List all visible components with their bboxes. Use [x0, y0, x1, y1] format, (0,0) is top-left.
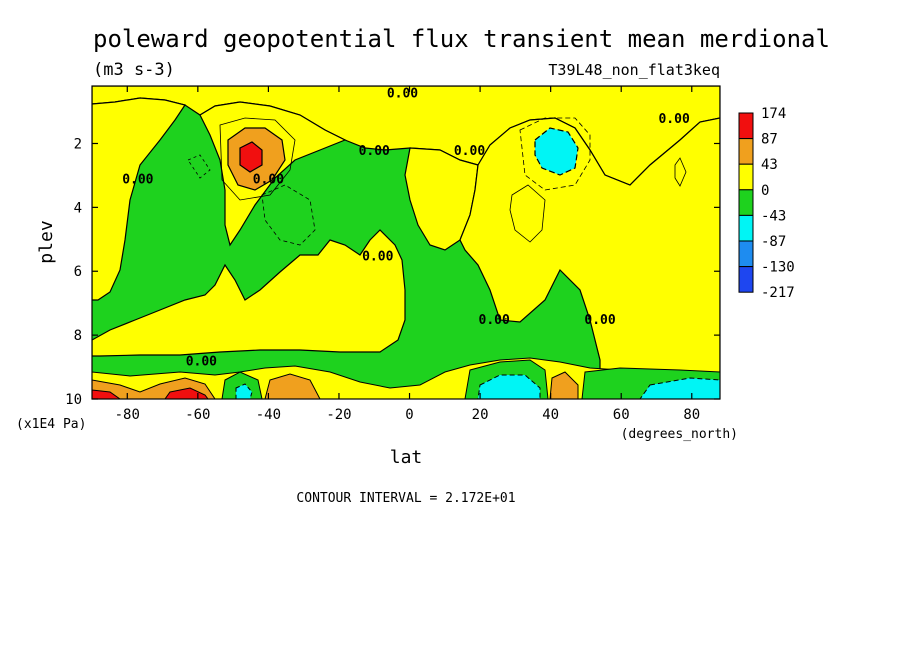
contour-labels: 0.00 0.00 0.00 0.00 0.00 0.00 0.00 0.00 0.00 0.00: [122, 86, 690, 369]
region-nh-positive: [459, 117, 720, 399]
chart-title: poleward geopotential flux transient mea…: [93, 25, 830, 53]
legend-swatch: [738, 240, 754, 268]
y-axis-units: (x1E4 Pa): [16, 417, 86, 432]
region-bottom-cyan-nh: [477, 374, 541, 399]
contour-label: 0.00: [387, 86, 418, 101]
plot-area: [92, 86, 720, 399]
contour-label: 0.00: [186, 355, 217, 370]
region-mid-positive: [92, 229, 406, 357]
legend-level-label: -217: [761, 285, 795, 301]
region-cyan-small-sh: [235, 383, 253, 399]
legend-swatch: [738, 266, 754, 293]
y-tick-label: 6: [74, 264, 82, 280]
units-label: (m3 s-3): [93, 60, 175, 80]
legend-swatch: [738, 214, 754, 242]
y-axis-label: plev: [36, 220, 57, 263]
contour-interval-label: CONTOUR INTERVAL = 2.172E+01: [296, 491, 515, 506]
y-axis: 2 4 6 8 10: [65, 136, 720, 408]
contour-label: 0.00: [359, 144, 390, 159]
contour-label: 0.00: [122, 173, 153, 188]
x-tick-label: -60: [185, 407, 210, 423]
region-sh-jet-red: [239, 141, 263, 173]
legend-level-label: -87: [761, 234, 786, 250]
x-axis: -80 -60 -40 -20 0 20 40 60 80: [115, 86, 700, 423]
legend-swatch: [738, 189, 754, 216]
legend-level-label: 174: [761, 106, 786, 122]
contour-label: 0.00: [479, 313, 510, 328]
x-tick-label: 40: [542, 407, 559, 423]
region-nh-negative: [534, 127, 579, 176]
legend-swatch: [738, 163, 754, 191]
x-tick-label: -80: [115, 407, 140, 423]
contour-label: 0.00: [454, 144, 485, 159]
legend-level-label: 87: [761, 132, 778, 148]
color-legend: 174 87 43 0 -43 -87 -130 -217: [738, 106, 795, 301]
region-bottom-cyan-nh2: [639, 377, 720, 399]
contour-label: 0.00: [584, 313, 615, 328]
y-tick-label: 2: [74, 136, 82, 152]
legend-level-label: -130: [761, 260, 795, 276]
legend-level-label: 0: [761, 183, 769, 199]
legend-level-label: -43: [761, 208, 786, 224]
x-axis-units: (degrees_north): [621, 427, 738, 442]
y-tick-label: 4: [74, 200, 82, 216]
x-tick-label: 0: [405, 407, 413, 423]
interior-contours: [187, 117, 687, 246]
x-tick-label: -20: [326, 407, 351, 423]
legend-level-label: 43: [761, 157, 778, 173]
y-tick-label: 10: [65, 392, 82, 408]
x-tick-label: -40: [256, 407, 281, 423]
x-tick-label: 60: [613, 407, 630, 423]
contour-label: 0.00: [658, 112, 689, 127]
x-tick-label: 20: [472, 407, 489, 423]
contour-label: 0.00: [362, 249, 393, 264]
legend-swatch: [738, 138, 754, 165]
dataset-label: T39L48_non_flat3keq: [548, 61, 720, 79]
contour-label: 0.00: [253, 173, 284, 188]
legend-swatch: [738, 112, 754, 140]
region-left-positive: [92, 97, 186, 301]
x-axis-label: lat: [390, 447, 423, 468]
x-tick-label: 80: [683, 407, 700, 423]
y-tick-label: 8: [74, 328, 82, 344]
region-bottom-orange-2: [264, 373, 321, 399]
region-bottom-red: [92, 389, 121, 399]
plot-frame: [91, 85, 721, 400]
